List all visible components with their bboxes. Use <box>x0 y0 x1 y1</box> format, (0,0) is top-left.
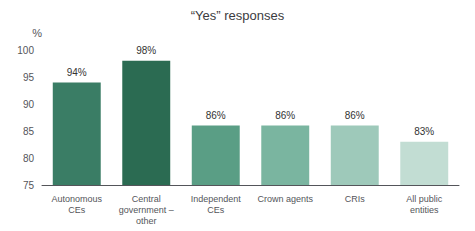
svg-text:95: 95 <box>23 72 35 83</box>
svg-text:All public: All public <box>406 194 443 204</box>
svg-text:entities: entities <box>410 205 439 215</box>
svg-text:80: 80 <box>23 153 35 164</box>
svg-text:85: 85 <box>23 126 35 137</box>
svg-text:“Yes” responses: “Yes” responses <box>191 8 285 23</box>
svg-text:other: other <box>136 216 157 226</box>
svg-text:CRIs: CRIs <box>345 194 365 204</box>
svg-text:Central: Central <box>132 194 161 204</box>
svg-text:83%: 83% <box>414 126 434 137</box>
svg-text:Crown agents: Crown agents <box>257 194 313 204</box>
svg-text:90: 90 <box>23 99 35 110</box>
svg-text:government –: government – <box>119 205 174 215</box>
svg-text:CEs: CEs <box>207 205 225 215</box>
svg-text:CEs: CEs <box>68 205 86 215</box>
svg-text:86%: 86% <box>345 110 365 121</box>
svg-text:94%: 94% <box>67 67 87 78</box>
svg-text:86%: 86% <box>206 110 226 121</box>
svg-text:Independent: Independent <box>191 194 242 204</box>
svg-text:100: 100 <box>17 45 34 56</box>
svg-text:%: % <box>32 27 42 39</box>
svg-text:Autonomous: Autonomous <box>51 194 102 204</box>
svg-text:86%: 86% <box>275 110 295 121</box>
svg-text:98%: 98% <box>136 45 156 56</box>
svg-text:75: 75 <box>23 180 35 191</box>
